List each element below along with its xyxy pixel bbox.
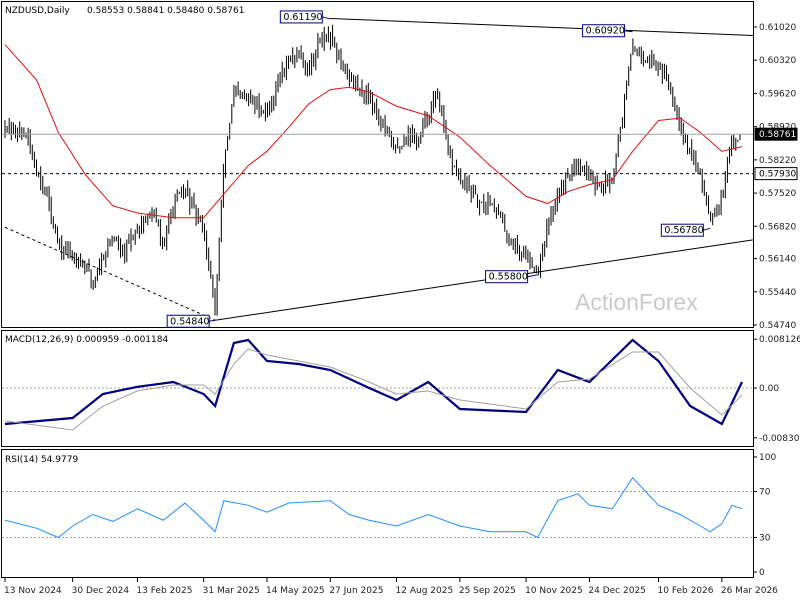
macd-y-tick-label: 0.008126 — [759, 335, 800, 345]
annotation-leader — [322, 16, 331, 20]
x-tick-label: 10 Feb 2026 — [658, 586, 714, 596]
watermark-text: ActionForex — [575, 289, 698, 315]
annotation-label: 0.54840 — [170, 316, 209, 327]
macd-panel-title: MACD(12,26,9) 0.000959 -0.001184 — [5, 335, 168, 345]
price-label-text: 0.58761 — [759, 130, 796, 140]
x-tick-label: 24 Dec 2025 — [588, 586, 646, 596]
x-tick-label: 27 Jun 2025 — [329, 586, 383, 596]
price-label-box — [754, 167, 798, 181]
annotation-0.61190: 0.61190 — [279, 10, 331, 24]
x-axis: 13 Nov 2024 30 Dec 2024 13 Feb 2025 31 Mar … — [4, 578, 778, 596]
price-y-tick-label: 0.58920 — [759, 123, 796, 133]
price-label-text: 0.57930 — [759, 170, 796, 180]
price-y-tick-label: 0.55440 — [759, 288, 796, 298]
rsi-line — [4, 476, 743, 539]
annotation-0.56780: 0.56780 — [660, 223, 711, 237]
rsi-y-tick-label: 100 — [759, 453, 776, 463]
annotation-0.54840: 0.54840 — [166, 314, 216, 328]
annotation-label: 0.55800 — [489, 272, 528, 283]
trendline-upper — [330, 17, 754, 37]
trendline-lower — [215, 239, 754, 321]
macd-series-signal — [4, 348, 743, 431]
rsi-y-tick-label: 0 — [759, 568, 765, 578]
x-tick-label: 31 Mar 2025 — [203, 586, 260, 596]
price-y-tick-label: 0.57520 — [759, 189, 796, 199]
price-label-level: 0.57930 — [754, 167, 798, 181]
x-tick-label: 10 Nov 2025 — [525, 586, 583, 596]
annotation-leader — [527, 274, 538, 278]
annotation-0.60920: 0.60920 — [582, 24, 633, 38]
rsi-y-tick-label: 30 — [759, 534, 771, 544]
macd-y-tick-label: -0.008301 — [759, 434, 800, 444]
x-tick-label: 12 Aug 2025 — [396, 586, 454, 596]
annotation-leader — [624, 30, 633, 33]
x-tick-label: 13 Feb 2025 — [136, 586, 192, 596]
macd-series-main — [4, 338, 743, 426]
annotation-label: 0.60920 — [586, 26, 625, 37]
price-y-tick-label: 0.59620 — [759, 89, 796, 99]
price-y-tick-label: 0.58220 — [759, 156, 796, 166]
x-tick-label: 30 Dec 2024 — [72, 586, 130, 596]
price-y-tick-label: 0.54740 — [759, 321, 796, 331]
rsi-panel-title: RSI(14) 54.9779 — [5, 455, 78, 465]
rsi-panel-frame — [1, 449, 754, 578]
ohlc-bars — [4, 24, 741, 316]
price-y-tick-label: 0.60320 — [759, 56, 796, 66]
rsi-y-tick-label: 70 — [759, 488, 771, 498]
rsi-panel: RSI(14) 54.9779 100 70 30 0 — [1, 449, 776, 578]
x-tick-label: 14 May 2025 — [266, 586, 325, 596]
annotation-leader — [703, 227, 711, 231]
annotation-leader — [209, 319, 216, 322]
x-tick-label: 26 Mar 2026 — [721, 586, 778, 596]
ohlc-readout: 0.58553 0.58841 0.58480 0.58761 — [87, 6, 244, 16]
price-label-current-price: 0.58761 — [754, 127, 798, 141]
macd-y-tick-label: 0.00 — [759, 384, 779, 394]
annotation-0.55800: 0.55800 — [485, 270, 538, 284]
moving-average-line — [4, 44, 743, 219]
annotation-label: 0.61190 — [283, 12, 322, 23]
macd-panel: MACD(12,26,9) 0.000959 -0.001184 0.00812… — [1, 330, 800, 447]
price-panel-frame — [1, 1, 754, 328]
trendline-dashed-support — [4, 226, 216, 321]
x-tick-label: 25 Sep 2025 — [459, 586, 516, 596]
price-y-tick-label: 0.56140 — [759, 255, 796, 265]
annotation-label: 0.56780 — [664, 225, 703, 236]
price-panel-title: NZDUSD,Daily — [5, 6, 70, 16]
price-label-box — [754, 127, 798, 141]
price-y-tick-label: 0.61020 — [759, 23, 796, 33]
x-tick-label: 13 Nov 2024 — [4, 586, 62, 596]
price-y-tick-label: 0.56820 — [759, 222, 796, 232]
price-panel: ActionForex NZDUSD,Daily 0.58553 0.58841… — [1, 1, 798, 331]
